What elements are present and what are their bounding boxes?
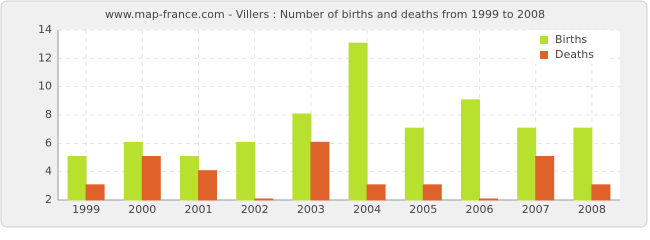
bar <box>479 198 498 201</box>
bar <box>573 127 593 201</box>
y-tick-label: 10 <box>38 80 52 93</box>
x-tick-label: 2005 <box>409 203 437 216</box>
y-tick-label: 14 <box>38 23 52 36</box>
bar <box>198 170 217 201</box>
x-tick-label: 2006 <box>466 203 494 216</box>
chart-title: www.map-france.com - Villers : Number of… <box>105 8 545 21</box>
x-tick-label: 1999 <box>72 203 100 216</box>
legend-swatch <box>540 36 548 44</box>
bar <box>292 113 312 201</box>
y-tick-label: 8 <box>45 108 52 121</box>
bar <box>123 141 143 201</box>
bar <box>517 127 537 201</box>
bar <box>535 156 555 201</box>
x-tick-label: 2000 <box>128 203 156 216</box>
chart: www.map-france.com - Villers : Number of… <box>0 0 648 228</box>
bar <box>310 141 330 201</box>
bar <box>404 127 424 201</box>
bar <box>348 42 368 201</box>
x-tick-label: 2007 <box>522 203 550 216</box>
bar <box>85 184 105 201</box>
bar <box>180 156 199 201</box>
legend-swatch <box>540 51 548 59</box>
bar <box>141 156 161 201</box>
x-tick-label: 2003 <box>297 203 325 216</box>
y-tick-label: 2 <box>45 193 52 206</box>
x-tick-label: 2002 <box>241 203 269 216</box>
bar <box>366 184 386 201</box>
bar <box>591 184 611 201</box>
bar <box>236 141 256 201</box>
x-tick-label: 2004 <box>353 203 381 216</box>
x-tick-label: 2001 <box>185 203 213 216</box>
y-tick-label: 4 <box>45 165 52 178</box>
bar <box>461 99 480 201</box>
y-tick-label: 6 <box>45 136 52 149</box>
y-tick-label: 12 <box>38 51 52 64</box>
legend-label: Deaths <box>555 48 594 61</box>
legend-label: Births <box>555 33 587 46</box>
bar <box>254 198 274 201</box>
bar <box>422 184 442 201</box>
x-tick-label: 2008 <box>578 203 606 216</box>
bar <box>67 156 87 201</box>
